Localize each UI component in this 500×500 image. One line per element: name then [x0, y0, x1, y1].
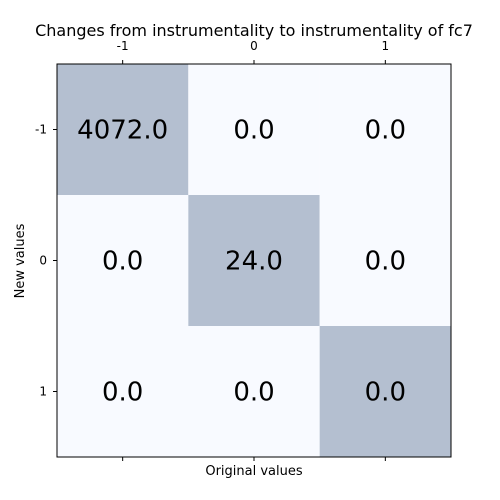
x-ticks-bottom: [123, 457, 386, 461]
y-axis-label: New values: [13, 223, 28, 298]
cell-label: 24.0: [225, 247, 283, 277]
x-ticks-top: -1 0 1: [117, 39, 389, 64]
y-tick-label: 1: [39, 385, 47, 399]
y-tick-label: 0: [39, 254, 47, 268]
x-tick-label: -1: [117, 39, 129, 53]
x-tick-label: 0: [250, 39, 258, 53]
cell-label: 0.0: [365, 247, 406, 277]
x-axis-label: Original values: [205, 464, 303, 479]
cell-label: 0.0: [102, 378, 143, 408]
x-tick-label: 1: [382, 39, 390, 53]
plot-area: 4072.0 0.0 0.0 0.0 24.0 0.0 0.0 0.0 0.0: [57, 64, 451, 457]
y-ticks: -1 0 1: [35, 123, 57, 399]
cell-label: 0.0: [365, 378, 406, 408]
chart-title: Changes from instrumentality to instrume…: [35, 21, 473, 40]
cell-label: 0.0: [233, 116, 274, 146]
y-tick-label: -1: [35, 123, 47, 137]
cell-label: 0.0: [102, 247, 143, 277]
cell-label: 0.0: [365, 116, 406, 146]
cell-label: 4072.0: [77, 116, 168, 146]
cell-label: 0.0: [233, 378, 274, 408]
